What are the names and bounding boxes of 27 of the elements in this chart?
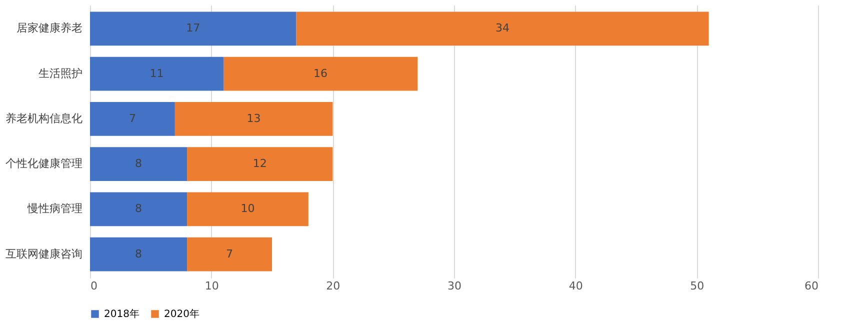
y-tick-label: 慢性病管理: [26, 202, 82, 216]
x-tick-label: 10: [204, 280, 219, 292]
data-label: 8: [135, 247, 142, 260]
data-label: 12: [252, 157, 267, 170]
x-tick-label: 30: [448, 280, 462, 292]
y-tick-label: 居家健康养老: [16, 22, 82, 35]
y-tick-label: 生活照护: [38, 66, 82, 80]
data-label: 8: [135, 202, 142, 216]
data-label: 11: [150, 66, 164, 80]
data-label: 16: [314, 66, 328, 80]
x-tick-label: 60: [804, 280, 818, 292]
y-tick-label: 互联网健康咨询: [6, 247, 82, 260]
data-label: 17: [186, 22, 200, 35]
legend-label: 2020年: [164, 308, 200, 320]
y-tick-label: 养老机构信息化: [6, 112, 82, 125]
y-tick-label: 个性化健康管理: [6, 157, 82, 170]
x-tick-label: 40: [568, 280, 583, 292]
data-label: 13: [246, 112, 261, 125]
legend-label: 2018年: [104, 308, 140, 320]
data-label: 10: [240, 202, 255, 216]
data-label: 7: [128, 112, 136, 125]
data-label: 34: [496, 22, 510, 35]
data-label: 8: [135, 157, 142, 170]
x-tick-label: 50: [690, 280, 704, 292]
x-tick-label: 20: [326, 280, 340, 292]
data-label: 7: [226, 247, 234, 260]
x-tick-label: 0: [90, 280, 98, 292]
